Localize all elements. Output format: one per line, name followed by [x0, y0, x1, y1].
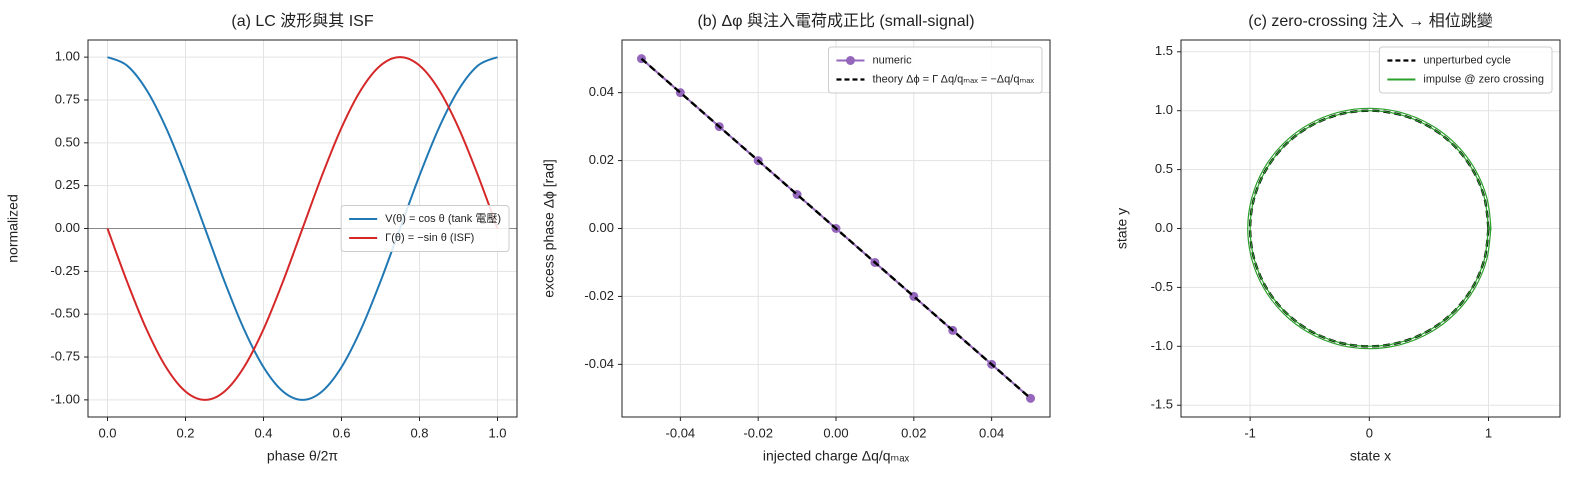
x-axis-label: injected charge Δq/qₘₐₓ [763, 448, 910, 464]
panel: 0.0 0.2 0.4 0.6 0.8 1.0 1.00 0.75 0.50 0.25 0.00 -0… [5, 12, 518, 464]
x-tick-label: 0 [1366, 425, 1373, 440]
y-tick-label: -0.25 [50, 263, 80, 278]
y-tick-label: -0.04 [584, 356, 614, 371]
x-tick-label: -0.02 [743, 425, 773, 440]
plot-area [1247, 107, 1492, 350]
y-tick-label: 0.50 [55, 134, 80, 149]
x-tick-label: 1.0 [488, 425, 506, 440]
y-tick-label: -0.02 [584, 288, 614, 303]
y-axis-label: normalized [5, 194, 21, 262]
series-line [106, 56, 499, 401]
axes-frame [1180, 39, 1561, 418]
y-tick-label: 0.0 [1155, 220, 1173, 235]
legend: V(θ) = cos θ (tank 電壓) Γ(θ) = −sin θ (ISF… [340, 205, 510, 252]
legend-label: unperturbed cycle [1423, 54, 1510, 66]
plot-area [106, 56, 499, 401]
chart-title: (b) Δφ 與注入電荷成正比 (small-signal) [697, 12, 974, 30]
panel: -1 0 1 1.5 1.0 0.5 0.0 -0.5 -1.0 -1.5 (c) zero-cro… [1114, 12, 1561, 464]
panel: -0.04 -0.02 0.00 0.02 0.04 0.04 0.02 0.00 -0.02 -… [541, 12, 1051, 464]
chart-title: (a) LC 波形與其 ISF [231, 12, 373, 30]
y-tick-label: 1.5 [1155, 43, 1173, 58]
axes-frame [87, 39, 518, 418]
y-tick-label: 0.02 [589, 152, 614, 167]
x-tick-label: 0.8 [410, 425, 428, 440]
legend-label: numeric [872, 54, 912, 66]
x-tick-label: 0.2 [176, 425, 194, 440]
y-tick-label: 0.00 [55, 220, 80, 235]
x-tick-label: 0.04 [979, 425, 1004, 440]
series-line [640, 57, 1032, 400]
legend-box [1378, 46, 1553, 94]
data-point [1026, 393, 1036, 403]
x-axis-label: state x [1350, 448, 1391, 464]
legend-label: theory Δϕ = Γ Δq/qₘₐₓ = −Δq/qₘₐₓ [872, 73, 1034, 85]
legend-label: Γ(θ) = −sin θ (ISF) [385, 232, 474, 244]
series-line [107, 56, 498, 401]
x-axis-label: phase θ/2π [267, 448, 338, 464]
legend-box [340, 205, 510, 252]
y-tick-label: 0.04 [589, 84, 614, 99]
y-tick-label: -0.5 [1151, 279, 1173, 294]
axes-frame [621, 39, 1051, 418]
y-tick-label: -1.0 [1151, 338, 1173, 353]
y-tick-label: 1.0 [1155, 102, 1173, 117]
legend-box [827, 46, 1043, 94]
legend: numeric theory Δϕ = Γ Δq/qₘₐₓ = −Δq/qₘₐₓ [827, 46, 1043, 94]
y-tick-label: -0.50 [50, 306, 80, 321]
chart-title: (c) zero-crossing 注入 → 相位跳變 [1248, 12, 1492, 30]
legend-marker [845, 56, 855, 65]
x-tick-label: -1 [1244, 425, 1256, 440]
x-tick-label: 1 [1485, 425, 1492, 440]
y-tick-label: 1.00 [55, 49, 80, 64]
series-line [1247, 107, 1492, 350]
legend-label: impulse @ zero crossing [1423, 73, 1544, 85]
x-tick-label: 0.4 [254, 425, 272, 440]
y-tick-label: -0.75 [50, 348, 80, 363]
y-tick-label: -1.00 [50, 391, 80, 406]
legend-label: V(θ) = cos θ (tank 電壓) [385, 212, 501, 225]
x-tick-label: 0.6 [332, 425, 350, 440]
y-tick-label: 0.5 [1155, 161, 1173, 176]
x-tick-label: -0.04 [666, 425, 696, 440]
y-axis-label: state y [1114, 208, 1130, 249]
x-tick-label: 0.02 [901, 425, 926, 440]
y-tick-label: 0.00 [589, 220, 614, 235]
x-tick-label: 0.00 [823, 425, 848, 440]
plot-area [636, 54, 1036, 403]
y-tick-label: 0.75 [55, 91, 80, 106]
y-tick-label: -1.5 [1151, 397, 1173, 412]
y-axis-label: excess phase Δϕ [rad] [541, 159, 557, 298]
y-tick-label: 0.25 [55, 177, 80, 192]
legend: unperturbed cycle impulse @ zero crossing [1378, 46, 1553, 94]
x-tick-label: 0.0 [98, 425, 116, 440]
